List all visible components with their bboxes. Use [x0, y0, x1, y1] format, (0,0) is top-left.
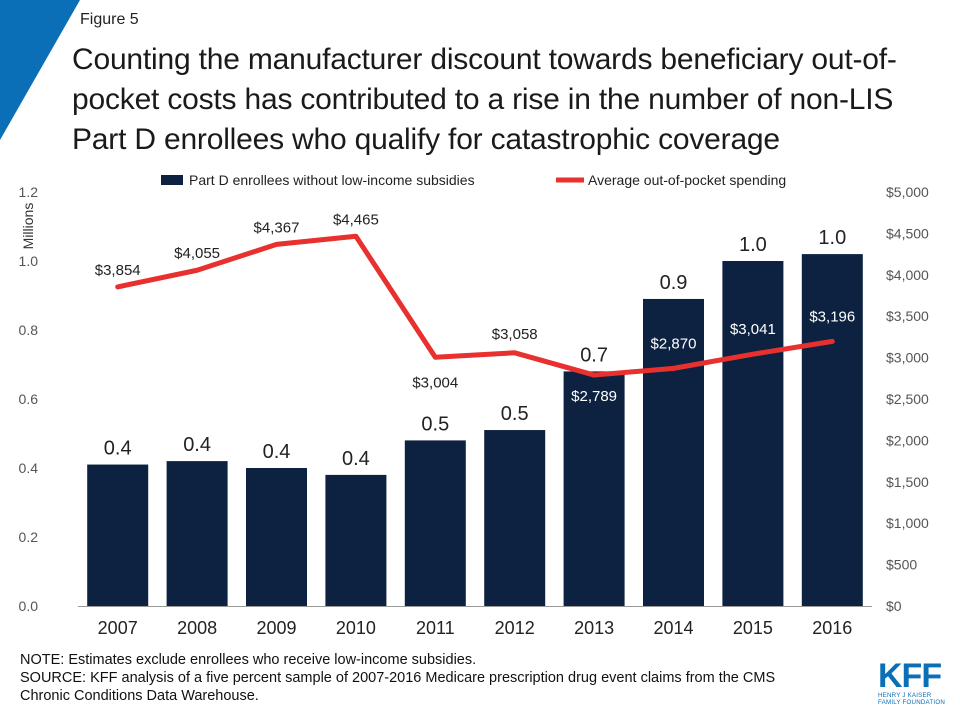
x-tick-label: 2011 [416, 618, 455, 638]
y2-tick-label: $3,000 [886, 350, 929, 366]
bar-data-label: 1.0 [739, 234, 767, 256]
bar-2012 [484, 430, 546, 606]
x-tick-label: 2015 [733, 618, 773, 638]
y-tick-label: 0.4 [19, 460, 39, 476]
line-data-label: $3,854 [95, 262, 141, 279]
bar-data-label: 0.4 [263, 441, 291, 463]
y-tick-label: 0.2 [19, 529, 39, 545]
legend-line-label: Average out-of-pocket spending [588, 172, 786, 188]
bar-2015 [722, 261, 784, 606]
line-data-label: $3,058 [492, 326, 538, 343]
note-text: NOTE: Estimates exclude enrollees who re… [20, 652, 477, 668]
bar-data-label: 0.4 [342, 448, 370, 470]
bar-data-label: 0.4 [183, 434, 211, 456]
figure-label: Figure 5 [80, 11, 139, 28]
bar-2011 [404, 440, 466, 606]
bar-data-label: 0.5 [421, 413, 449, 435]
bar-2010 [325, 474, 387, 606]
kff-logo: KFF Henry J Kaiser Family Foundation [878, 657, 948, 712]
bar-data-label: 1.0 [818, 227, 846, 249]
y-tick-label: 0.8 [19, 322, 39, 338]
line-data-label: $3,041 [730, 321, 776, 338]
bar-data-label: 0.7 [580, 344, 608, 366]
line-series-path [115, 233, 835, 378]
y-axis-title: Millions [20, 203, 36, 250]
line-data-label: $3,004 [412, 374, 458, 391]
x-tick-label: 2008 [177, 618, 217, 638]
y2-tick-label: $4,000 [886, 267, 929, 283]
y2-tick-label: $1,500 [886, 474, 929, 490]
y2-tick-label: $1,000 [886, 515, 929, 531]
x-tick-label: 2009 [256, 618, 296, 638]
y2-tick-label: $5,000 [886, 184, 929, 200]
source-text-line-1: SOURCE: KFF analysis of a five percent s… [20, 670, 776, 686]
x-tick-label: 2013 [574, 618, 614, 638]
legend-bar-swatch [161, 175, 183, 185]
line-data-label: $4,465 [333, 211, 379, 228]
y-tick-label: 1.2 [19, 184, 39, 200]
y2-tick-label: $0 [886, 598, 902, 614]
logo-sub-2: Family Foundation [878, 699, 945, 706]
chart-title: Counting the manufacturer discount towar… [72, 43, 897, 156]
line-data-label: $2,870 [651, 335, 697, 352]
line-data-label: $4,367 [254, 219, 300, 236]
legend-bar-label: Part D enrollees without low-income subs… [189, 172, 475, 188]
y-tick-label: 0.6 [19, 391, 39, 407]
notes-block: NOTE: Estimates exclude enrollees who re… [20, 651, 870, 705]
bar-2007 [87, 464, 149, 606]
corner-accent [0, 0, 80, 140]
bar-data-label: 0.5 [501, 403, 529, 425]
chart-area: 0.0 0.2 0.4 0.6 0.8 1.0 1.2 $0 $500 $1,000 $1,500 $… [19, 172, 930, 638]
x-tick-label: 2016 [812, 618, 852, 638]
line-data-label: $2,789 [571, 388, 617, 405]
y2-tick-label: $2,000 [886, 432, 929, 448]
x-tick-label: 2010 [336, 618, 376, 638]
y-tick-label: 1.0 [19, 253, 39, 269]
bar-2013 [563, 371, 625, 606]
bar-data-label: 0.9 [660, 272, 688, 294]
bar-2014 [643, 298, 704, 606]
y2-tick-label: $500 [886, 557, 917, 573]
bar-2009 [246, 468, 307, 606]
y-tick-label: 0.0 [19, 598, 39, 614]
x-tick-label: 2012 [495, 618, 535, 638]
line-data-label: $3,196 [809, 308, 855, 325]
logo-text: KFF [878, 657, 942, 695]
bar-2008 [166, 461, 228, 606]
bar-data-label: 0.4 [104, 438, 132, 460]
source-text-line-2: Chronic Conditions Data Warehouse. [20, 688, 259, 704]
y2-tick-label: $3,500 [886, 308, 929, 324]
x-tick-label: 2007 [98, 618, 138, 638]
y2-tick-label: $2,500 [886, 391, 929, 407]
x-tick-label: 2014 [653, 618, 693, 638]
logo-sub-1: Henry J Kaiser [878, 692, 932, 699]
line-data-label: $4,055 [174, 245, 220, 262]
y2-tick-label: $4,500 [886, 225, 929, 241]
bar-2016 [801, 254, 863, 606]
